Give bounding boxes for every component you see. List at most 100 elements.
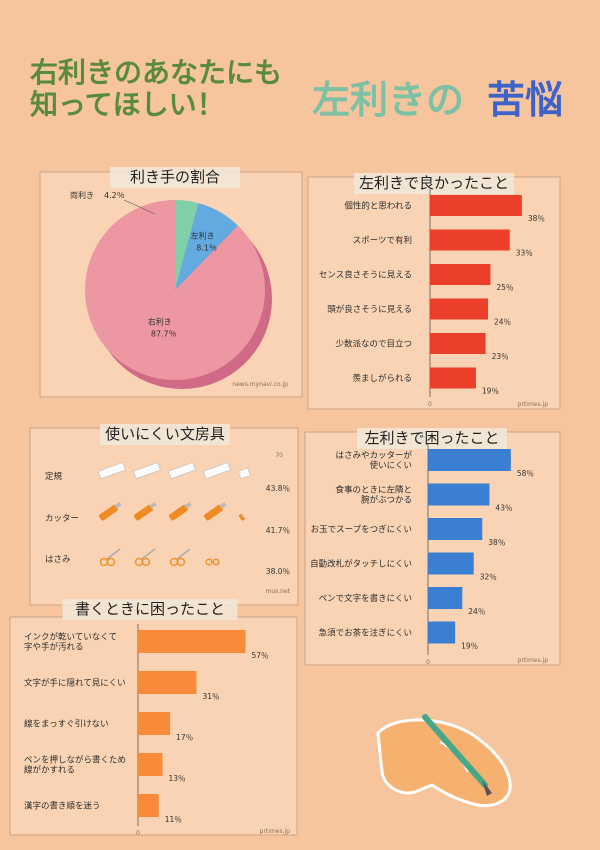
writing-chart-value-label-4: 11％ xyxy=(165,815,182,824)
trouble-chart-category-label-3: 自動改札がタッチしにくい xyxy=(310,559,412,570)
stationery-source: mus.net xyxy=(265,588,290,595)
stationery-title: 使いにくい文房具 xyxy=(105,425,225,443)
scissors-icon-ring-a xyxy=(205,558,213,566)
writing-chart-bar-4 xyxy=(138,794,159,817)
good-chart-category-label-3: 頭が良さそうに見える xyxy=(327,304,412,315)
pie-value-label-1: 8.1％ xyxy=(196,244,217,253)
cutter-icon xyxy=(204,502,227,521)
good-chart-title-highlight xyxy=(354,173,514,194)
scissors-icon-blade xyxy=(176,548,191,560)
writing-chart-value-label-1: 31％ xyxy=(202,692,219,701)
scissors-icon-ring-b xyxy=(141,557,151,567)
stationery-icon-chart: 使いにくい文房具 70 mus.net 定規 43.8％ カッター 41.7％ はさみ 38.0… xyxy=(45,424,291,595)
good-chart-category-label-0: 個性的と思われる xyxy=(344,201,412,212)
good-chart-bar-2 xyxy=(430,264,491,285)
poster-header: 右利きのあなたにも 知ってほしい！ 左利きの 苦悩 xyxy=(30,56,563,122)
writing-chart-title-highlight xyxy=(62,599,238,620)
trouble-chart-value-label-4: 24％ xyxy=(468,607,485,616)
trouble-chart-value-label-2: 38％ xyxy=(488,538,505,547)
stationery-category-label-2: はさみ xyxy=(45,555,71,565)
trouble-chart-category-label-0-1: 使いにくい xyxy=(370,460,412,471)
ruler-icon-body xyxy=(202,462,231,480)
pen-tip xyxy=(482,780,492,796)
pie-name-label-1: 左利き xyxy=(191,231,215,241)
writing-chart-category-label-0-1: 字や手が汚れる xyxy=(24,642,84,653)
good-chart-source: prtimes.jp xyxy=(518,401,549,408)
cutter-icon-handle xyxy=(204,504,223,521)
pie-slice-1 xyxy=(175,203,238,290)
scissors-icon xyxy=(205,558,220,566)
scissors-icon-blade xyxy=(106,548,121,560)
trouble-chart-bar-4 xyxy=(428,587,463,609)
trouble-chart-title-highlight xyxy=(357,428,507,449)
cutter-icon-blade xyxy=(149,502,157,509)
pie-title: 利き手の割合 xyxy=(130,168,220,186)
trouble-chart-bar-5 xyxy=(428,621,456,644)
hand-shape xyxy=(376,718,512,808)
ruler-icon-body xyxy=(132,462,161,480)
writing-chart-title: 書くときに困ったこと xyxy=(75,600,225,618)
writing-chart-bar-0 xyxy=(138,630,246,653)
pie-title-highlight xyxy=(110,167,240,188)
trouble-chart-category-label-1-0: 食事のときに左隣と xyxy=(335,485,412,496)
scissors-icon xyxy=(99,548,121,567)
writing-chart-category-label-1: 文字が手に隠れて見にくい xyxy=(24,678,126,689)
pie-name-label-2: 両利き xyxy=(70,190,94,200)
header-line1: 右利きのあなたにも xyxy=(30,56,282,89)
trouble-chart-bar-3 xyxy=(428,552,474,575)
writing-chart-bar-3 xyxy=(138,753,163,776)
trouble-chart-axis-zero: 0 xyxy=(426,659,430,666)
writing-chart-value-label-3: 13％ xyxy=(169,774,186,783)
hand-pen-illustration xyxy=(376,714,512,808)
good-chart-value-label-3: 24％ xyxy=(494,318,511,327)
good-chart-bar-1 xyxy=(430,229,510,251)
stationery-value-label-0: 43.8％ xyxy=(266,484,290,493)
pie-value-label-0: 87.7％ xyxy=(151,330,177,339)
writing-chart-bar-1 xyxy=(138,671,197,694)
trouble-chart-category-label-1-1: 腕がぶつかる xyxy=(361,495,412,506)
good-chart-bar-0 xyxy=(430,195,522,216)
cutter-icon-blade xyxy=(114,502,122,509)
good-chart-value-label-0: 38％ xyxy=(528,214,545,223)
good-chart-value-label-5: 19％ xyxy=(482,387,499,396)
writing-chart-source: prtimes.jp xyxy=(260,828,291,835)
trouble-chart-category-label-5: 急須でお茶を注ぎにくい xyxy=(319,628,412,639)
main-title-part1: 左利きの xyxy=(312,78,464,122)
good-chart-value-label-2: 25％ xyxy=(496,283,513,292)
cutter-icon xyxy=(239,513,245,521)
good-chart-axis-zero: 0 xyxy=(428,401,432,408)
scissors-icon xyxy=(169,548,191,567)
good-chart-bar-4 xyxy=(430,333,486,354)
trouble-chart-value-label-0: 58％ xyxy=(517,469,534,478)
ruler-icon xyxy=(132,462,161,480)
ruler-icon xyxy=(202,462,231,480)
trouble-chart-value-label-1: 43％ xyxy=(495,504,512,513)
cutter-icon-blade xyxy=(184,502,192,509)
scissors-icon-blade xyxy=(141,548,156,560)
pie-value-label-2: 4.2％ xyxy=(104,191,125,200)
ruler-icon xyxy=(167,462,196,480)
ruler-icon xyxy=(237,467,251,480)
writing-chart-bar-2 xyxy=(138,712,171,735)
cutter-icon-handle xyxy=(169,504,188,521)
stationery-value-label-1: 41.7％ xyxy=(266,526,290,535)
pie-slice-2 xyxy=(175,200,199,290)
good-bar-chart: 左利きで良かったこと 0 個性的と思われる 38％ スポーツで有利 33％ センス良さそうに… xyxy=(319,173,548,408)
good-chart-category-label-5: 羨ましがられる xyxy=(352,373,412,384)
scissors-icon-ring-b xyxy=(212,558,220,566)
good-chart-value-label-1: 33％ xyxy=(516,249,533,258)
pen-body xyxy=(422,714,488,788)
writing-chart-axis-zero: 0 xyxy=(136,830,140,837)
ruler-icon xyxy=(97,462,126,480)
cutter-icon-handle xyxy=(99,504,118,521)
trouble-chart-bar-0 xyxy=(428,449,511,471)
good-chart-bar-5 xyxy=(430,367,476,389)
writing-chart-category-label-3-0: ペンを押しながら書くため xyxy=(24,755,126,766)
scissors-icon xyxy=(134,548,156,567)
stationery-value-label-2: 38.0％ xyxy=(266,567,290,576)
header-line2: 知ってほしい！ xyxy=(30,88,225,121)
pie-source: news.mynavi.co.jp xyxy=(232,381,288,388)
